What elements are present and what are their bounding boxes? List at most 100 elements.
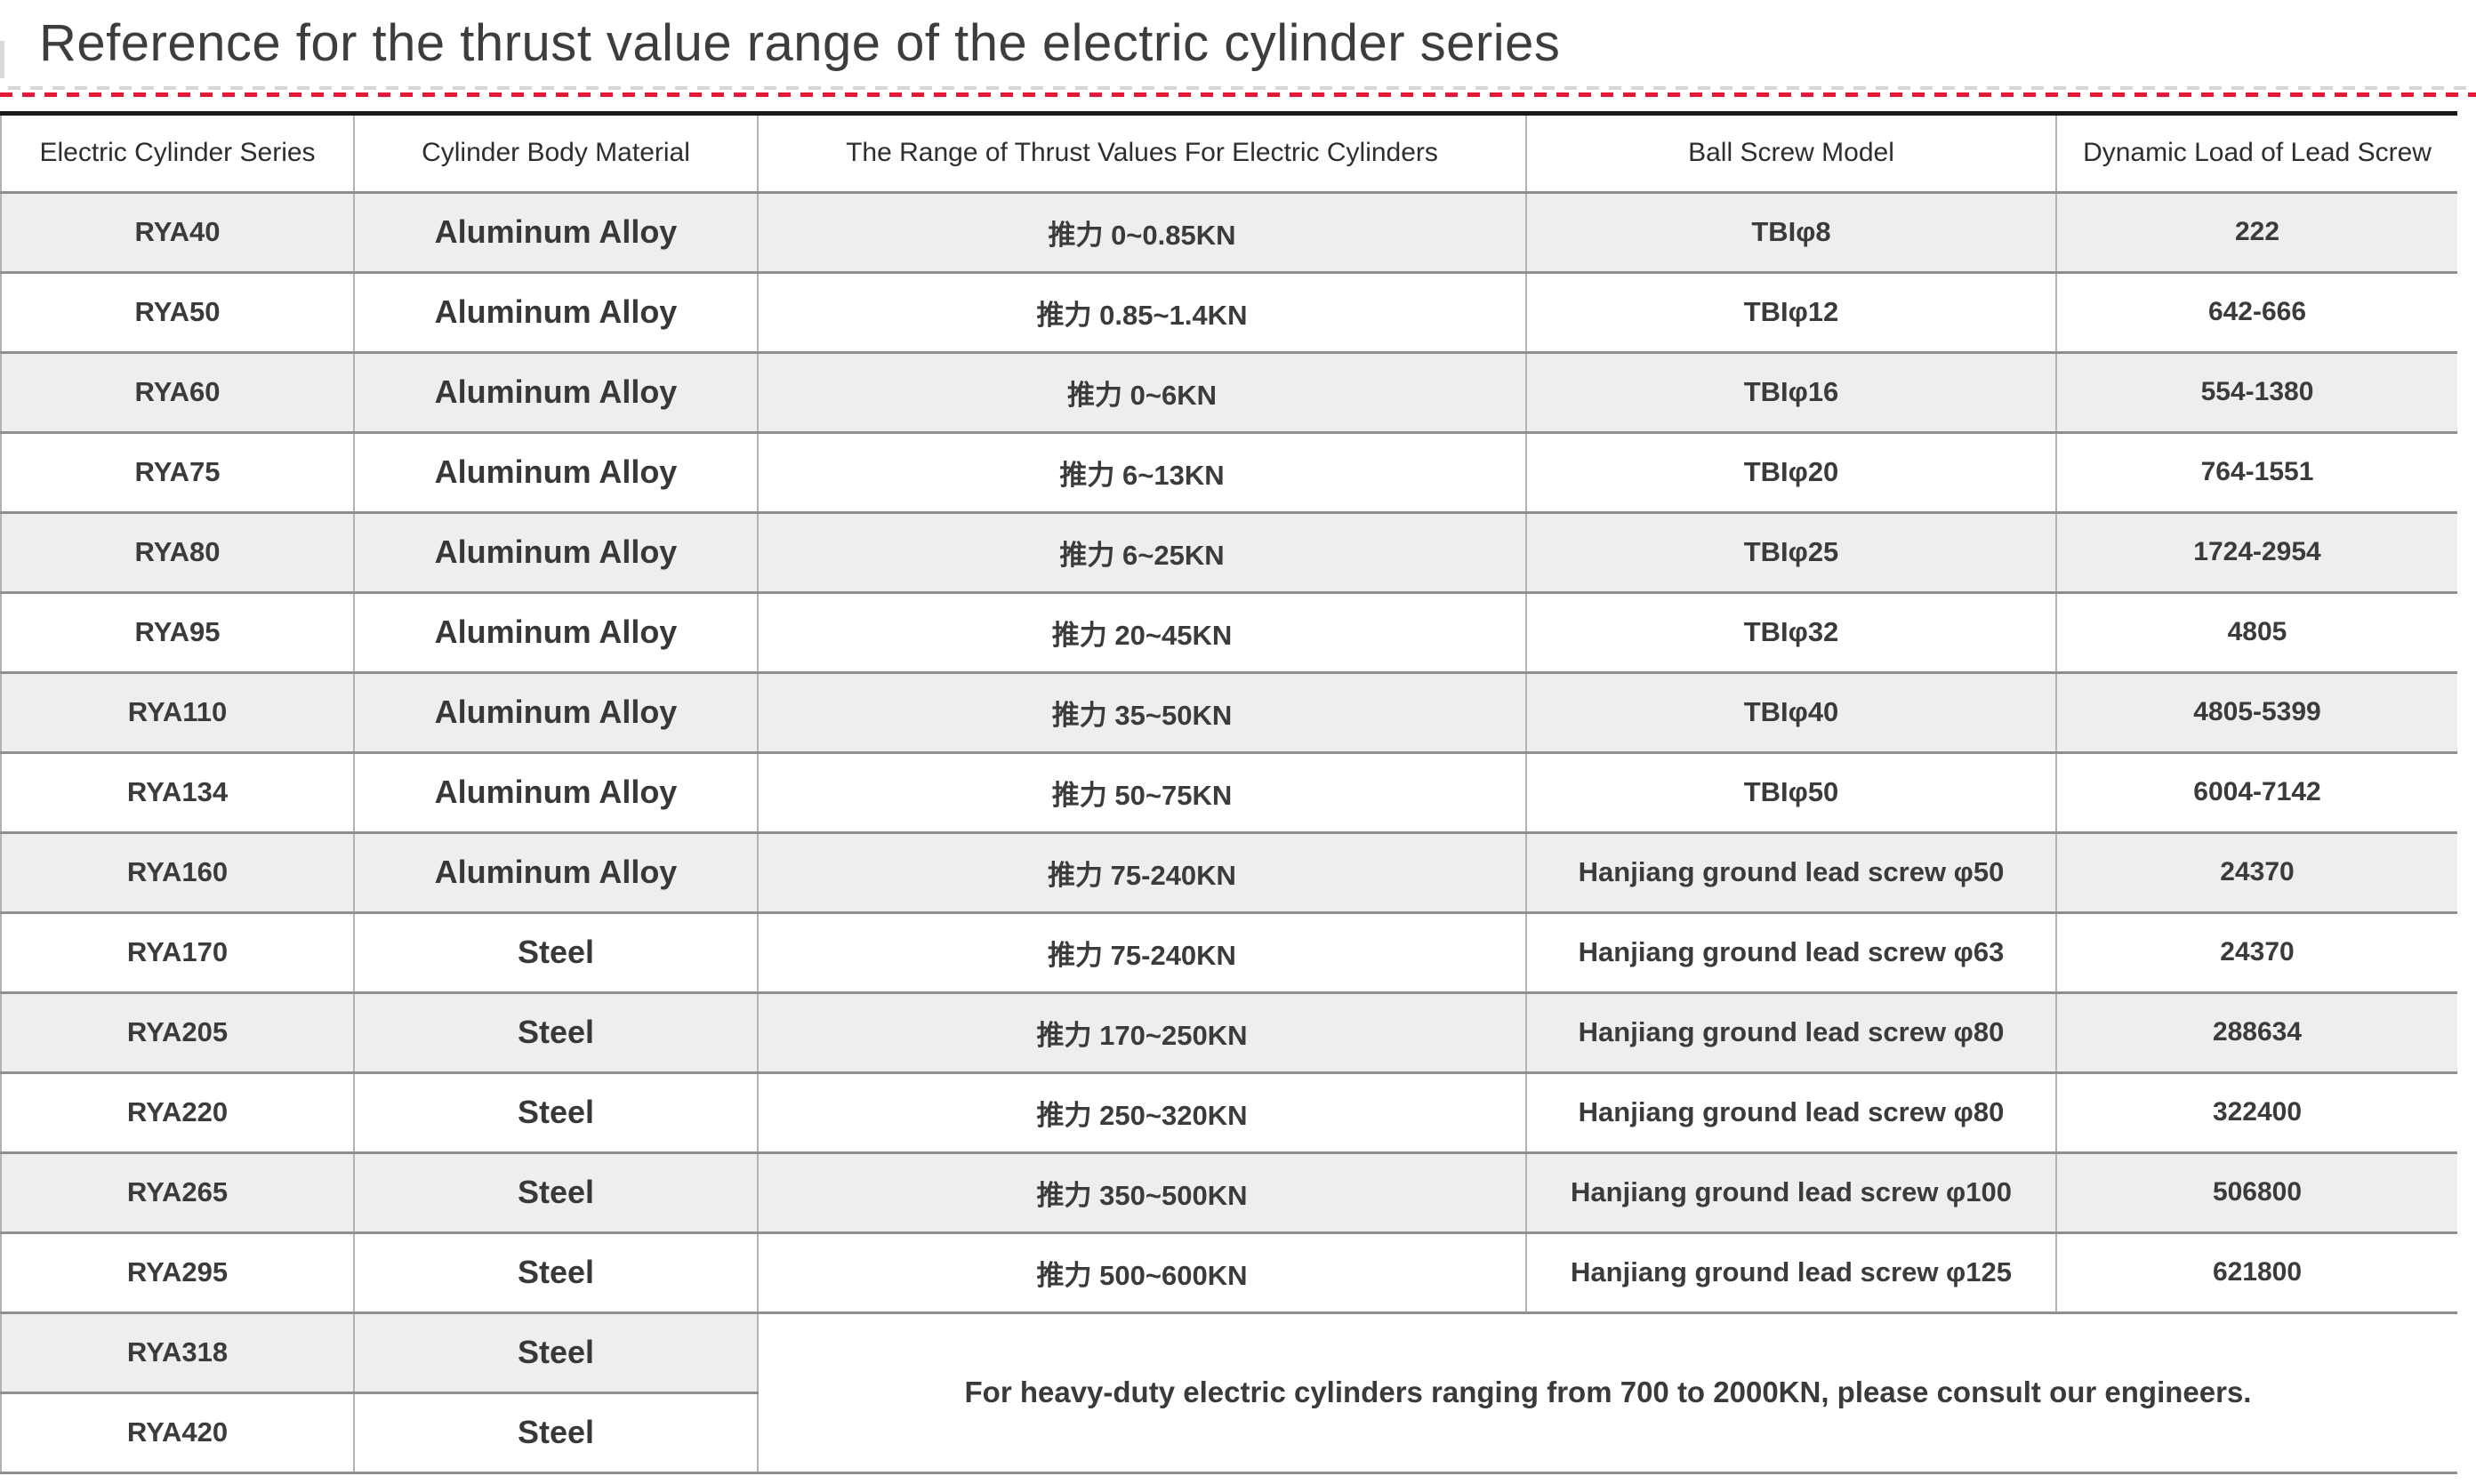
cell-series: RYA420	[0, 1391, 355, 1474]
cell-material: Aluminum Alloy	[353, 270, 759, 354]
cell-series: RYA50	[0, 270, 355, 354]
cell-load: 506800	[2055, 1151, 2457, 1234]
table-header-row: Electric Cylinder Series Cylinder Body M…	[0, 111, 2457, 194]
cell-material: Aluminum Alloy	[353, 350, 759, 434]
cell-load: 642-666	[2055, 270, 2457, 354]
table-row: RYA160 Aluminum Alloy 推力 75-240KN Hanjia…	[0, 830, 2457, 914]
table-row: RYA110 Aluminum Alloy 推力 35~50KN TBIφ40 …	[0, 670, 2457, 754]
cell-series: RYA295	[0, 1231, 355, 1314]
page-title: Reference for the thrust value range of …	[39, 14, 1561, 72]
table-row: RYA60 Aluminum Alloy 推力 0~6KN TBIφ16 554…	[0, 350, 2457, 434]
cell-load: 288634	[2055, 991, 2457, 1074]
col-header-thrust: The Range of Thrust Values For Electric …	[757, 111, 1527, 194]
cell-screw: TBIφ16	[1525, 350, 2057, 434]
cell-screw: Hanjiang ground lead screw φ50	[1525, 830, 2057, 914]
table-row: RYA95 Aluminum Alloy 推力 20~45KN TBIφ32 4…	[0, 590, 2457, 674]
cell-screw: TBIφ12	[1525, 270, 2057, 354]
col-header-material: Cylinder Body Material	[353, 111, 759, 194]
table-row: RYA75 Aluminum Alloy 推力 6~13KN TBIφ20 76…	[0, 430, 2457, 514]
cropped-edge-mark	[0, 41, 4, 78]
cell-series: RYA80	[0, 510, 355, 594]
cell-thrust: 推力 250~320KN	[757, 1071, 1527, 1154]
cell-thrust: 推力 0~0.85KN	[757, 190, 1527, 274]
table-row: RYA295 Steel 推力 500~600KN Hanjiang groun…	[0, 1231, 2457, 1314]
cell-thrust: 推力 50~75KN	[757, 750, 1527, 834]
cell-series: RYA40	[0, 190, 355, 274]
table-row: RYA265 Steel 推力 350~500KN Hanjiang groun…	[0, 1151, 2457, 1234]
cell-screw: Hanjiang ground lead screw φ63	[1525, 910, 2057, 994]
cell-screw: Hanjiang ground lead screw φ125	[1525, 1231, 2057, 1314]
cell-material: Aluminum Alloy	[353, 670, 759, 754]
cell-series: RYA75	[0, 430, 355, 514]
cell-screw: TBIφ25	[1525, 510, 2057, 594]
cell-material: Aluminum Alloy	[353, 750, 759, 834]
cell-thrust: 推力 0.85~1.4KN	[757, 270, 1527, 354]
cell-series: RYA220	[0, 1071, 355, 1154]
cell-material: Aluminum Alloy	[353, 590, 759, 674]
cell-screw: TBIφ20	[1525, 430, 2057, 514]
cell-thrust: 推力 170~250KN	[757, 991, 1527, 1074]
table-row: RYA50 Aluminum Alloy 推力 0.85~1.4KN TBIφ1…	[0, 270, 2457, 354]
cell-material: Steel	[353, 1151, 759, 1234]
table-row: RYA40 Aluminum Alloy 推力 0~0.85KN TBIφ8 2…	[0, 190, 2457, 274]
cell-thrust: 推力 20~45KN	[757, 590, 1527, 674]
red-dashed-divider	[0, 85, 2476, 97]
cell-material: Steel	[353, 1231, 759, 1314]
cell-material: Aluminum Alloy	[353, 510, 759, 594]
cell-screw: TBIφ50	[1525, 750, 2057, 834]
cell-screw: Hanjiang ground lead screw φ80	[1525, 991, 2057, 1074]
cell-load: 222	[2055, 190, 2457, 274]
cell-series: RYA265	[0, 1151, 355, 1234]
table-row: RYA80 Aluminum Alloy 推力 6~25KN TBIφ25 17…	[0, 510, 2457, 594]
cell-material: Steel	[353, 1391, 758, 1474]
cell-material: Steel	[353, 991, 759, 1074]
cell-screw: TBIφ32	[1525, 590, 2057, 674]
cell-screw: TBIφ8	[1525, 190, 2057, 274]
table-row: RYA205 Steel 推力 170~250KN Hanjiang groun…	[0, 991, 2457, 1074]
col-header-screw: Ball Screw Model	[1525, 111, 2057, 194]
cell-thrust: 推力 0~6KN	[757, 350, 1527, 434]
cell-load: 24370	[2055, 830, 2457, 914]
cell-thrust: 推力 75-240KN	[757, 830, 1527, 914]
cell-load: 4805-5399	[2055, 670, 2457, 754]
heavy-duty-note: For heavy-duty electric cylinders rangin…	[757, 1311, 2457, 1474]
cell-series: RYA134	[0, 750, 355, 834]
cell-load: 621800	[2055, 1231, 2457, 1314]
cell-thrust: 推力 35~50KN	[757, 670, 1527, 754]
cell-thrust: 推力 6~25KN	[757, 510, 1527, 594]
cell-material: Aluminum Alloy	[353, 830, 759, 914]
cell-series: RYA205	[0, 991, 355, 1074]
table-row: RYA318 Steel For heavy-duty electric cyl…	[0, 1311, 2457, 1474]
cell-material: Steel	[353, 910, 759, 994]
cell-material: Steel	[353, 1311, 759, 1394]
cell-load: 6004-7142	[2055, 750, 2457, 834]
cell-series: RYA60	[0, 350, 355, 434]
cell-screw: TBIφ40	[1525, 670, 2057, 754]
thrust-reference-table: Electric Cylinder Series Cylinder Body M…	[0, 110, 2457, 1474]
cell-screw: Hanjiang ground lead screw φ100	[1525, 1151, 2057, 1234]
col-header-series: Electric Cylinder Series	[0, 111, 355, 194]
table-row: RYA134 Aluminum Alloy 推力 50~75KN TBIφ50 …	[0, 750, 2457, 834]
cell-series: RYA318	[0, 1311, 355, 1394]
cell-load: 1724-2954	[2055, 510, 2457, 594]
cell-load: 24370	[2055, 910, 2457, 994]
cell-thrust: 推力 6~13KN	[757, 430, 1527, 514]
cell-series: RYA95	[0, 590, 355, 674]
cell-load: 764-1551	[2055, 430, 2457, 514]
cell-material: Steel	[353, 1071, 759, 1154]
table-row: RYA220 Steel 推力 250~320KN Hanjiang groun…	[0, 1071, 2457, 1154]
cell-screw: Hanjiang ground lead screw φ80	[1525, 1071, 2057, 1154]
cell-load: 4805	[2055, 590, 2457, 674]
cell-material: Aluminum Alloy	[353, 190, 759, 274]
col-header-load: Dynamic Load of Lead Screw	[2055, 111, 2457, 194]
cell-load: 554-1380	[2055, 350, 2457, 434]
cell-thrust: 推力 350~500KN	[757, 1151, 1527, 1234]
table-row: RYA420 Steel	[0, 1391, 2457, 1474]
cell-thrust: 推力 75-240KN	[757, 910, 1527, 994]
cell-load: 322400	[2055, 1071, 2457, 1154]
table-row: RYA170 Steel 推力 75-240KN Hanjiang ground…	[0, 910, 2457, 994]
cell-series: RYA170	[0, 910, 355, 994]
cell-thrust: 推力 500~600KN	[757, 1231, 1527, 1314]
cell-series: RYA110	[0, 670, 355, 754]
